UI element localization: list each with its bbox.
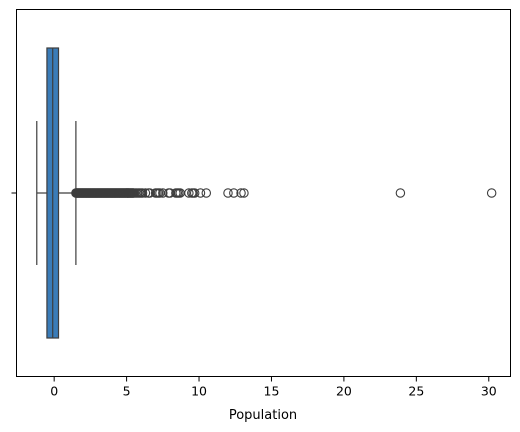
x-tick-label: 25	[408, 384, 424, 399]
outlier-point	[158, 188, 168, 198]
x-tick-label: 15	[264, 384, 280, 399]
outlier-point	[137, 188, 148, 198]
x-tick-label: 10	[191, 384, 207, 399]
x-tick-label: 20	[336, 384, 352, 399]
x-tick-label: 5	[123, 384, 131, 399]
outlier-point	[236, 188, 246, 198]
outlier-point	[486, 188, 497, 198]
outlier-point	[140, 188, 151, 198]
outlier-point	[223, 188, 233, 198]
box-layer	[36, 47, 77, 339]
outlier-layer	[71, 188, 497, 198]
outlier-point	[195, 188, 206, 198]
outlier-point	[239, 188, 249, 198]
outlier-point	[184, 188, 194, 198]
x-tick-label: 30	[481, 384, 497, 399]
outlier-point	[395, 188, 406, 198]
outlier-point	[189, 188, 200, 198]
x-axis-label: Population	[229, 408, 297, 423]
outlier-point	[229, 188, 239, 198]
outlier-point	[201, 188, 212, 198]
x-axis-ticks: 0 5 10 15 20 25 30	[50, 376, 497, 399]
x-tick-label: 0	[50, 384, 58, 399]
